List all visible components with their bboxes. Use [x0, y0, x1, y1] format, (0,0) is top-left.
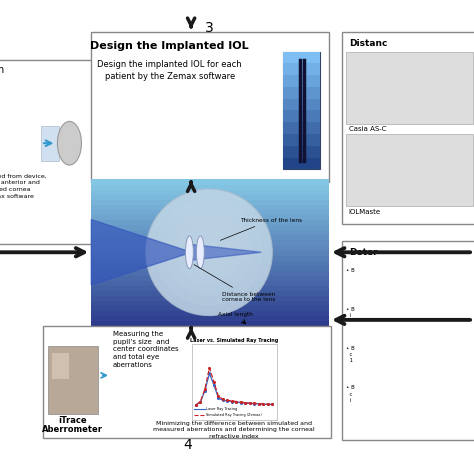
Bar: [91, 275, 329, 281]
Bar: [346, 52, 473, 124]
Bar: [43, 327, 331, 438]
Text: Laser vs. Simulated Ray Tracing: Laser vs. Simulated Ray Tracing: [190, 337, 278, 343]
Bar: [91, 200, 329, 205]
Circle shape: [156, 200, 262, 305]
Bar: [91, 285, 329, 291]
Bar: [48, 346, 98, 414]
Text: • B
  i: • B i: [346, 307, 355, 318]
Bar: [52, 353, 70, 379]
Bar: [91, 300, 329, 306]
Bar: [91, 225, 329, 230]
Circle shape: [146, 189, 272, 316]
Polygon shape: [191, 245, 261, 260]
Text: • B
  c
  1: • B c 1: [346, 346, 355, 364]
Bar: [91, 290, 329, 296]
Text: Casia AS-C: Casia AS-C: [349, 126, 386, 132]
Bar: [283, 52, 320, 64]
Bar: [283, 146, 320, 158]
Text: iTrace: iTrace: [58, 416, 87, 425]
Text: Design the Implanted IOL: Design the Implanted IOL: [91, 41, 249, 51]
Text: 3: 3: [205, 21, 213, 35]
Polygon shape: [91, 219, 191, 285]
Circle shape: [146, 189, 272, 316]
Bar: [91, 295, 329, 301]
Bar: [283, 134, 320, 146]
Bar: [91, 210, 329, 215]
Text: Thickness of the lens: Thickness of the lens: [220, 218, 302, 240]
Bar: [91, 305, 329, 311]
Bar: [91, 32, 329, 182]
Bar: [91, 320, 329, 326]
Bar: [91, 219, 329, 226]
Text: Axial length: Axial length: [218, 311, 253, 324]
Text: Distanc: Distanc: [349, 38, 387, 47]
Circle shape: [167, 210, 251, 294]
Bar: [342, 32, 474, 224]
Bar: [91, 264, 329, 271]
Ellipse shape: [196, 236, 204, 269]
Bar: [283, 64, 320, 75]
Text: ted from device,
e anterior and
ned cornea
-ax software: ted from device, e anterior and ned corn…: [0, 174, 47, 199]
Bar: [41, 126, 59, 161]
Text: n: n: [0, 64, 4, 75]
Bar: [91, 180, 329, 185]
Bar: [91, 255, 329, 261]
Bar: [283, 52, 320, 169]
Bar: [91, 184, 329, 191]
Text: Minimizing the difference between simulated and
measured aberrations and determi: Minimizing the difference between simula…: [153, 421, 315, 439]
Text: Laser Ray Tracing: Laser Ray Tracing: [206, 407, 237, 411]
Text: • B
  c
  i: • B c i: [346, 385, 355, 403]
Bar: [91, 250, 329, 255]
Circle shape: [188, 231, 230, 273]
Bar: [342, 241, 474, 440]
Text: Design the implanted IOL for each
patient by the Zemax software: Design the implanted IOL for each patien…: [98, 60, 242, 82]
Bar: [91, 215, 329, 220]
Text: • B: • B: [346, 267, 355, 273]
Bar: [91, 245, 329, 251]
Bar: [191, 344, 277, 420]
Bar: [91, 270, 329, 275]
Bar: [283, 158, 320, 169]
Text: IOLMaste: IOLMaste: [349, 209, 381, 215]
Ellipse shape: [185, 236, 193, 269]
Bar: [91, 235, 329, 240]
Bar: [91, 310, 329, 316]
Bar: [91, 325, 329, 331]
Bar: [283, 99, 320, 110]
Bar: [0, 60, 98, 244]
Circle shape: [199, 242, 219, 263]
Bar: [91, 229, 329, 236]
Bar: [283, 122, 320, 134]
Bar: [91, 190, 329, 195]
Text: Measuring the
pupil’s size  and
center coordinates
and total eye
aberrations: Measuring the pupil’s size and center co…: [113, 331, 179, 368]
Bar: [91, 240, 329, 246]
Bar: [91, 204, 329, 210]
Bar: [283, 75, 320, 87]
Bar: [91, 260, 329, 265]
Ellipse shape: [57, 121, 82, 165]
Text: 4: 4: [183, 438, 191, 452]
Bar: [91, 194, 329, 201]
Circle shape: [177, 220, 241, 284]
Bar: [283, 87, 320, 99]
Text: Aberrometer: Aberrometer: [42, 425, 103, 434]
Bar: [91, 315, 329, 321]
Bar: [346, 135, 473, 207]
Text: Simulated Ray Tracing (Zemax): Simulated Ray Tracing (Zemax): [206, 413, 261, 417]
Bar: [91, 280, 329, 286]
Text: Deter: Deter: [349, 248, 377, 257]
Bar: [283, 110, 320, 122]
Text: Distance between
cornea to the lens: Distance between cornea to the lens: [194, 264, 275, 302]
